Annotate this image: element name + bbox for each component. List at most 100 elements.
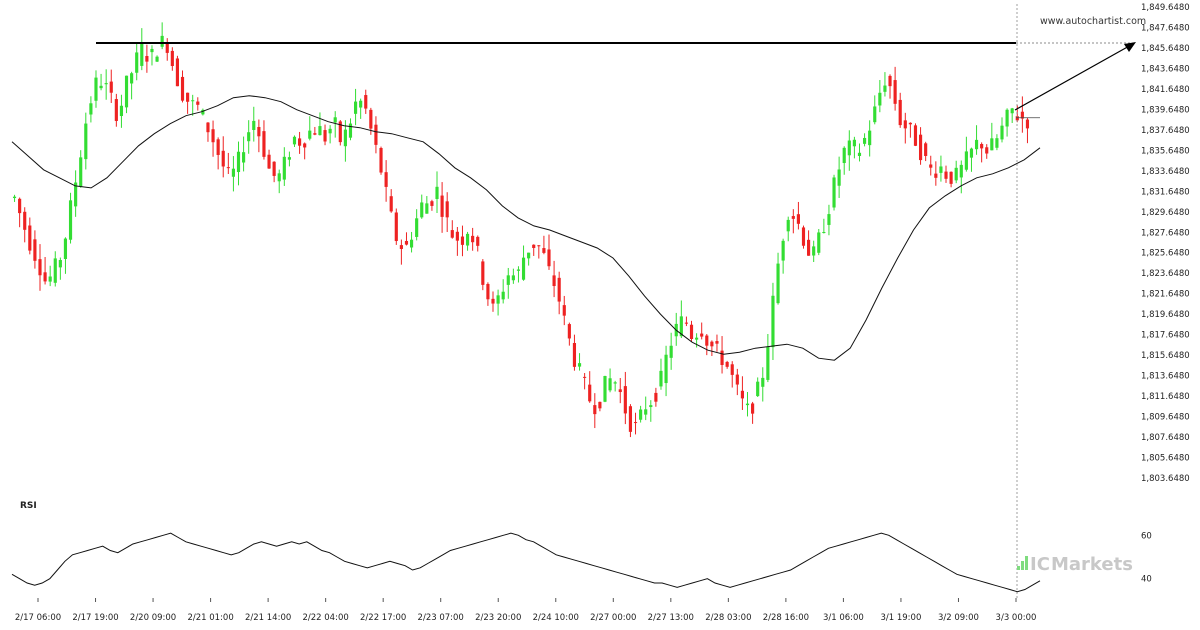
candle (79, 150, 83, 188)
candle (567, 322, 571, 346)
candle-body (420, 202, 424, 218)
candle-body (282, 156, 286, 180)
candle-body (959, 164, 963, 178)
price-tick-label: 1,837.6480 (1141, 126, 1190, 136)
x-tick-label: 2/17 06:00 (15, 613, 61, 623)
candle-body (394, 212, 398, 242)
candle-body (903, 120, 907, 129)
x-tick-label: 2/24 10:00 (533, 613, 579, 623)
candle (94, 70, 98, 108)
candle (807, 230, 811, 256)
candle (995, 134, 999, 151)
candle-body (1005, 109, 1009, 127)
candle (191, 94, 195, 116)
candle-body (924, 143, 928, 156)
candle (308, 116, 312, 141)
candle (491, 291, 495, 312)
candle (745, 391, 750, 417)
x-tick-label: 2/27 00:00 (590, 613, 636, 623)
candle-body (150, 48, 154, 53)
candle-body (893, 80, 897, 104)
candle (58, 257, 62, 280)
candle (842, 146, 846, 175)
candle (267, 149, 271, 169)
candle (124, 75, 129, 114)
candle-body (79, 157, 83, 187)
candle-body (292, 136, 297, 145)
candle-body (247, 132, 251, 142)
candle-body (389, 196, 393, 212)
rsi-tick-label: 60 (1141, 531, 1152, 541)
candle-body (359, 100, 363, 108)
candle-body (84, 123, 88, 160)
candle (985, 144, 989, 159)
candle-body (878, 92, 882, 106)
candle (791, 209, 795, 234)
candle (847, 130, 851, 171)
candle-body (191, 100, 195, 102)
candle-body (430, 201, 434, 206)
x-tick-label: 2/22 17:00 (360, 613, 406, 623)
candle-body (425, 203, 429, 214)
candle (231, 156, 235, 192)
candle-body (862, 137, 867, 144)
candle (257, 119, 261, 153)
candle (471, 227, 475, 251)
candle (394, 208, 398, 245)
candle-body (725, 361, 729, 367)
candle-body (318, 126, 322, 136)
candle-body (898, 99, 902, 126)
candle (109, 69, 113, 103)
candle-body (211, 129, 215, 143)
candle (12, 194, 17, 202)
candle (684, 316, 689, 327)
candle (654, 387, 658, 407)
x-tick-label: 3/1 06:00 (823, 613, 864, 623)
candle-body (89, 103, 93, 115)
candle-body (964, 151, 968, 170)
price-tick-label: 1,841.6480 (1141, 85, 1190, 95)
candle (552, 260, 556, 298)
x-tick-label: 2/27 13:00 (648, 613, 694, 623)
x-tick-label: 2/23 07:00 (418, 613, 464, 623)
candle (705, 334, 709, 356)
candle-body (435, 186, 439, 199)
candle-body (374, 124, 378, 145)
candle-body (720, 350, 724, 365)
candle (292, 135, 297, 147)
price-tick-label: 1,805.6480 (1141, 454, 1190, 464)
candle-body (577, 363, 582, 367)
candle (455, 226, 459, 256)
candle-body (583, 376, 587, 378)
candlestick-series (12, 22, 1030, 438)
candle (282, 147, 286, 186)
x-tick-label: 2/23 20:00 (475, 613, 521, 623)
candle-body (1015, 116, 1019, 121)
candle (980, 142, 984, 163)
candle-body (588, 384, 592, 402)
candle (664, 345, 668, 397)
candle-body (542, 248, 546, 253)
candle (639, 405, 643, 423)
candle-body (206, 122, 210, 133)
candle (924, 141, 928, 162)
candle-body (842, 147, 846, 164)
candle-body (949, 171, 953, 184)
candle (725, 360, 729, 369)
candle (359, 98, 363, 119)
price-y-axis: 1,849.6480 1,847.6480 1,845.6480 1,843.6480… (1141, 3, 1190, 484)
candle-body (450, 230, 454, 238)
candle-body (801, 227, 806, 246)
candle-body (557, 277, 561, 302)
candle-body (888, 75, 892, 87)
candle (868, 120, 872, 157)
candle-body (883, 85, 887, 92)
candle (501, 279, 505, 304)
candle-body (939, 166, 943, 173)
candle-body (114, 99, 118, 121)
candle (460, 225, 465, 257)
candle-body (119, 105, 124, 117)
candle-body (628, 406, 633, 432)
candle-body (913, 125, 918, 146)
